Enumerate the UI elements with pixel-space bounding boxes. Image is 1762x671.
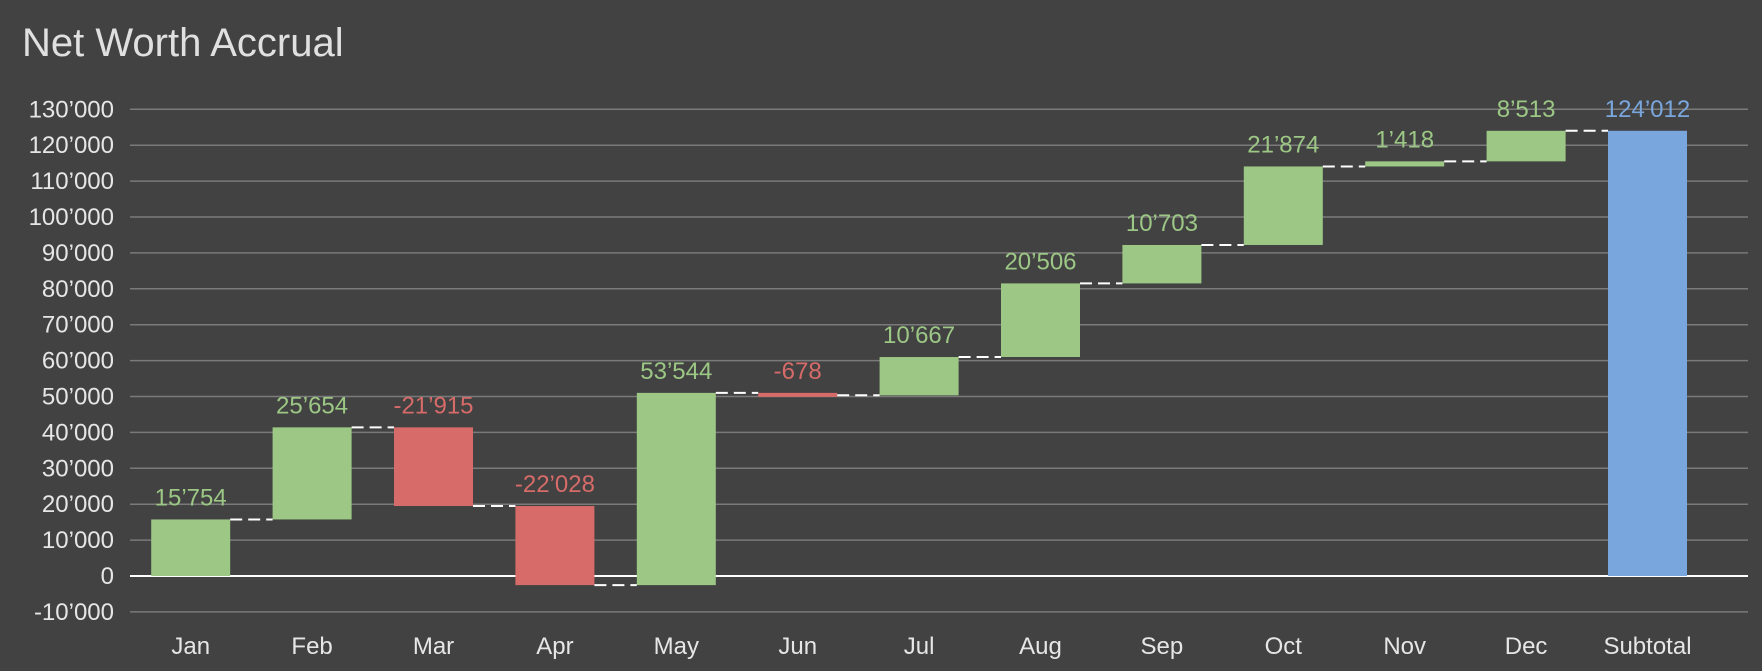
bar-nov (1365, 161, 1445, 167)
bars (151, 130, 1687, 586)
bar-jun (758, 392, 838, 397)
data-label-may: 53’544 (640, 358, 712, 385)
data-label-jan: 15’754 (155, 484, 227, 511)
x-tick-label: Aug (1019, 633, 1062, 660)
bar-aug (1001, 283, 1080, 358)
y-tick-label: 110’000 (30, 168, 114, 195)
y-axis-ticks: -10’000 0 10’000 20’000 30’000 40’000 50’000 60… (29, 96, 114, 626)
y-tick-label: 20’000 (42, 491, 114, 518)
x-tick-label: Sep (1141, 633, 1184, 660)
bar-mar (394, 427, 473, 507)
y-tick-label: 0 (101, 563, 114, 590)
y-tick-label: 30’000 (42, 455, 114, 482)
data-label-nov: 1’418 (1375, 126, 1434, 153)
data-label-apr: -22’028 (515, 471, 595, 498)
data-label-aug: 20’506 (1004, 248, 1076, 275)
data-label-mar: -21’915 (393, 392, 473, 419)
bar-may (636, 392, 716, 586)
y-tick-label: 120’000 (29, 132, 114, 159)
y-tick-label: 40’000 (42, 419, 114, 446)
y-tick-label: 50’000 (42, 384, 114, 411)
connectors (230, 129, 1608, 587)
x-tick-label: Mar (413, 633, 454, 660)
y-tick-label: 80’000 (42, 276, 114, 303)
x-tick-label: Feb (291, 633, 332, 660)
data-label-dec: 8’513 (1497, 96, 1556, 123)
bar-feb (272, 427, 352, 520)
y-tick-label: 10’000 (42, 527, 114, 554)
x-tick-label: Jul (904, 633, 935, 660)
bar-dec (1486, 130, 1566, 162)
data-label-oct: 21’874 (1247, 131, 1319, 158)
x-tick-label: Jun (778, 633, 817, 660)
data-label-jul: 10’667 (883, 322, 955, 349)
y-tick-label: 90’000 (42, 240, 114, 267)
x-tick-label: Dec (1505, 633, 1548, 660)
x-tick-label: Apr (536, 633, 573, 660)
y-tick-label: 60’000 (42, 348, 114, 375)
x-tick-label: Jan (171, 633, 210, 660)
data-label-feb: 25’654 (276, 392, 348, 419)
x-tick-label: Oct (1265, 633, 1303, 660)
x-axis-categories: Jan Feb Mar Apr May Jun Jul Aug Sep Oct Nov Dec Subt… (171, 633, 1691, 660)
y-tick-label: -10’000 (34, 599, 114, 626)
data-label-subtotal: 124’012 (1605, 96, 1690, 123)
data-label-sep: 10’703 (1126, 210, 1198, 237)
bar-oct (1243, 166, 1323, 245)
data-labels: 15’754 25’654 -21’915 -22’028 53’544 -678 10’6… (155, 96, 1691, 512)
y-tick-label: 100’000 (29, 204, 114, 231)
x-tick-label: May (654, 633, 699, 660)
y-tick-label: 70’000 (42, 312, 114, 339)
bar-jul (879, 357, 959, 396)
y-tick-label: 130’000 (29, 96, 114, 123)
bar-jan (151, 519, 231, 576)
x-tick-label: Subtotal (1603, 633, 1691, 660)
bar-sep (1122, 244, 1202, 284)
bar-subtotal (1608, 130, 1687, 576)
x-tick-label: Nov (1383, 633, 1426, 660)
bar-apr (515, 506, 595, 586)
data-label-jun: -678 (774, 358, 822, 385)
chart-title: Net Worth Accrual (22, 21, 344, 65)
